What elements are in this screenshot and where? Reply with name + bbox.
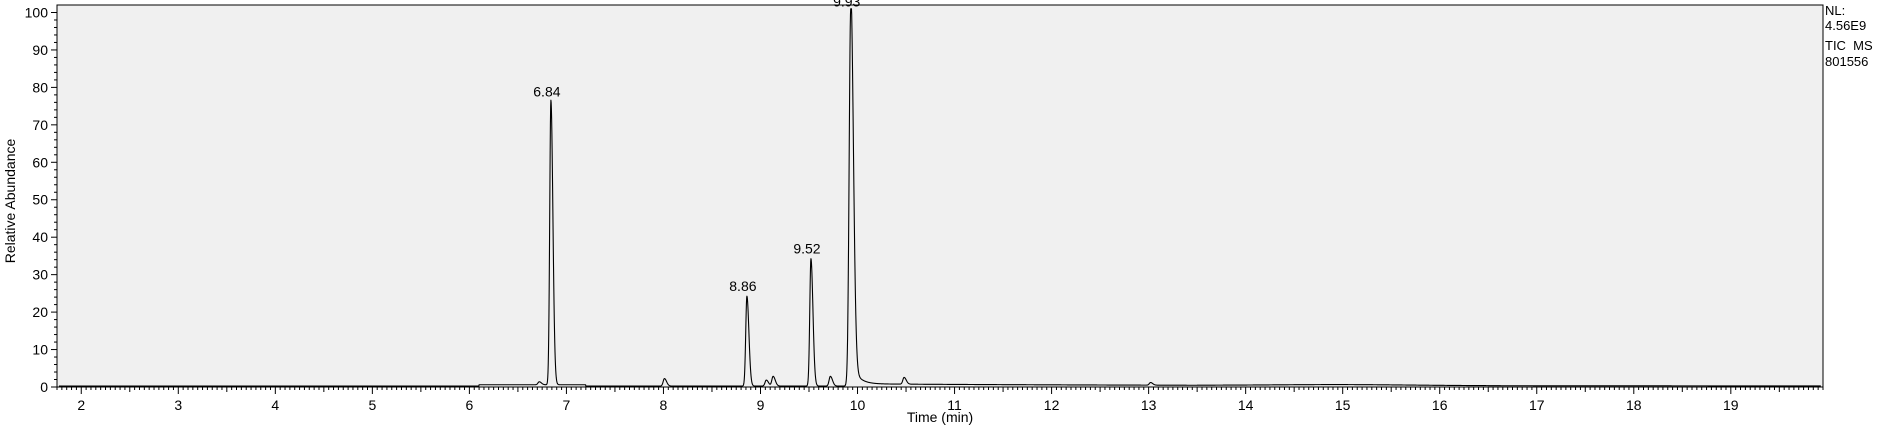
y-tick-label: 10 [32,342,48,358]
plot-area [56,4,1824,388]
x-tick-label: 18 [1626,397,1642,413]
x-tick-label: 2 [77,397,85,413]
nl-label: NL: [1825,3,1846,18]
x-tick-label: 14 [1238,397,1254,413]
x-tick-label: 5 [368,397,376,413]
x-axis: 2 3 4 5 6 7 8 9 10 11 12 13 14 15 16 17 18 19 [56,387,1824,413]
y-axis: 0 10 20 30 40 50 60 70 80 90 100 [25,4,57,395]
y-tick-label: 0 [40,379,48,395]
y-tick-label: 90 [32,42,48,58]
x-tick-label: 17 [1529,397,1545,413]
x-tick-label: 19 [1723,397,1739,413]
x-tick-label: 13 [1141,397,1157,413]
y-tick-label: 30 [32,267,48,283]
y-tick-label: 50 [32,192,48,208]
scan-filter: TIC MS [1825,38,1873,53]
x-tick-label: 10 [850,397,866,413]
y-tick-label: 20 [32,304,48,320]
x-tick-label: 9 [757,397,765,413]
y-tick-label: 80 [32,79,48,95]
y-axis-title: Relative Abundance [2,139,18,264]
x-tick-label: 12 [1044,397,1060,413]
peak-label: 9.93 [833,0,860,9]
x-axis-title: Time (min) [907,409,973,425]
x-tick-label: 7 [563,397,571,413]
x-tick-label: 4 [271,397,279,413]
x-tick-label: 6 [465,397,473,413]
x-tick-label: 8 [660,397,668,413]
x-tick-label: 11 [947,397,962,413]
y-tick-label: 60 [32,154,48,170]
y-tick-label: 70 [32,117,48,133]
peak-label: 8.86 [729,278,756,294]
x-tick-label: 16 [1432,397,1448,413]
y-tick-label: 40 [32,229,48,245]
file-name: 801556 [1825,54,1869,69]
x-tick-label: 15 [1335,397,1351,413]
tic-trace [58,8,1822,387]
peak-labels: 6.84 8.86 9.52 9.93 [533,0,860,294]
x-tick-label: 3 [174,397,182,413]
nl-value: 4.56E9 [1825,18,1867,33]
peak-label: 6.84 [533,83,560,99]
peak-label: 9.52 [793,241,820,257]
y-tick-label: 100 [25,4,49,20]
